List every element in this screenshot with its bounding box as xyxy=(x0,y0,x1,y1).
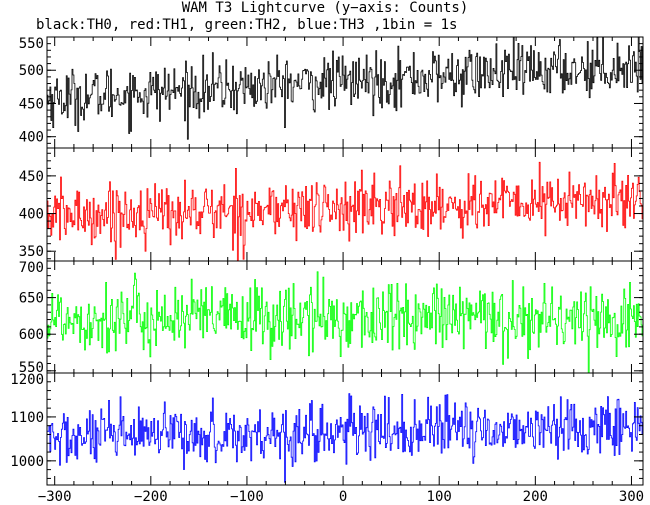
x-tick-label: 300 xyxy=(619,489,644,505)
series-line-th3 xyxy=(47,393,643,483)
x-tick-label: −300 xyxy=(38,489,72,505)
y-tick-label-th0: 400 xyxy=(19,130,44,146)
x-tick-label: 200 xyxy=(523,489,548,505)
x-tick-label: −100 xyxy=(230,489,264,505)
y-tick-label-th3: 1000 xyxy=(10,454,44,470)
y-tick-label-th3: 1100 xyxy=(10,410,44,426)
y-tick-label-th3: 1200 xyxy=(10,372,44,388)
x-tick-label: 100 xyxy=(427,489,452,505)
y-tick-label-th1: 400 xyxy=(19,207,44,223)
series-line-th1 xyxy=(47,161,643,261)
y-tick-label-th2: 650 xyxy=(19,291,44,307)
y-tick-label-th2: 550 xyxy=(19,360,44,376)
panel-frame-th3 xyxy=(46,372,644,486)
y-tick-label-th1: 450 xyxy=(19,169,44,185)
x-tick-label: 0 xyxy=(339,489,347,505)
y-tick-label-th0: 450 xyxy=(19,96,44,112)
chart-subtitle: black:TH0, red:TH1, green:TH2, blue:TH3 … xyxy=(36,17,458,33)
x-tick-label: −200 xyxy=(134,489,168,505)
y-tick-label-th2: 600 xyxy=(19,327,44,343)
y-tick-label-th1: 350 xyxy=(19,244,44,260)
series-line-th0 xyxy=(47,37,643,140)
chart-title: WAM T3 Lightcurve (y−axis: Counts) xyxy=(181,0,469,16)
y-tick-label-th2: 700 xyxy=(19,260,44,276)
y-tick-label-th0: 500 xyxy=(19,63,44,79)
series-line-th2 xyxy=(47,271,643,373)
y-tick-label-th0: 550 xyxy=(19,36,44,52)
